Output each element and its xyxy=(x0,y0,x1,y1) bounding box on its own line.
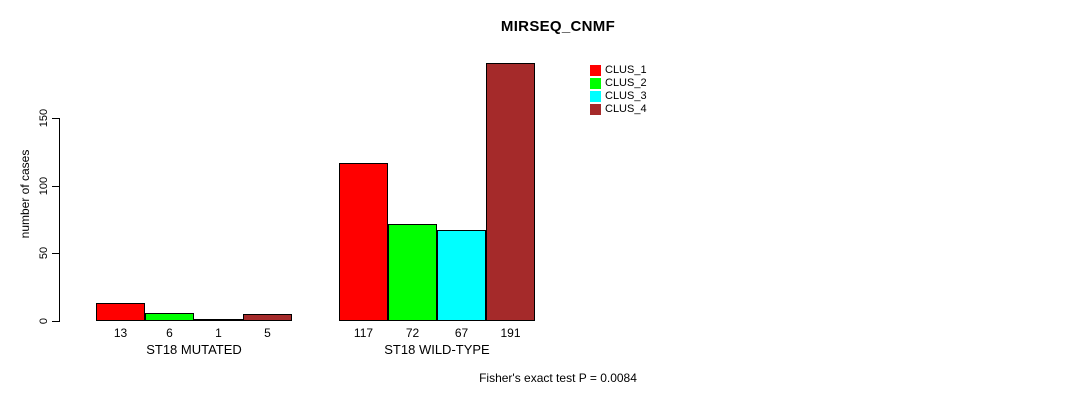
y-tick xyxy=(52,186,59,187)
bar-clus_1 xyxy=(339,163,388,321)
y-tick-label: 100 xyxy=(38,176,50,196)
legend-swatch xyxy=(590,104,601,115)
bar-value-label: 6 xyxy=(166,326,173,340)
y-axis-label: number of cases xyxy=(18,149,32,239)
bar-clus_2 xyxy=(388,224,437,321)
bar-value-label: 1 xyxy=(215,326,222,340)
bar-value-label: 191 xyxy=(500,326,521,340)
bar-clus_1 xyxy=(96,303,145,321)
y-tick xyxy=(52,321,59,322)
legend-label: CLUS_3 xyxy=(605,90,647,102)
bar-value-label: 117 xyxy=(353,326,374,340)
stat-note: Fisher's exact test P = 0.0084 xyxy=(479,371,637,385)
chart-title: MIRSEQ_CNMF xyxy=(500,18,616,35)
bar-clus_3 xyxy=(437,230,486,321)
bar-value-label: 67 xyxy=(454,326,469,340)
y-axis-line xyxy=(59,118,60,322)
legend-swatch xyxy=(590,65,601,76)
bar-value-label: 5 xyxy=(264,326,271,340)
y-tick-label: 50 xyxy=(38,246,50,260)
bar-clus_3 xyxy=(194,319,243,321)
y-tick-label: 0 xyxy=(38,317,50,325)
legend-swatch xyxy=(590,78,601,89)
category-label: ST18 MUTATED xyxy=(146,342,242,357)
legend-label: CLUS_4 xyxy=(605,103,647,115)
y-tick xyxy=(52,118,59,119)
bar-value-label: 13 xyxy=(113,326,128,340)
legend-label: CLUS_1 xyxy=(605,64,647,76)
bar-clus_2 xyxy=(145,313,194,321)
bar-value-label: 72 xyxy=(405,326,420,340)
legend-swatch xyxy=(590,91,601,102)
y-tick-label: 150 xyxy=(38,108,50,128)
y-tick xyxy=(52,253,59,254)
legend-label: CLUS_2 xyxy=(605,77,647,89)
bar-clus_4 xyxy=(243,314,292,321)
category-label: ST18 WILD-TYPE xyxy=(384,342,490,357)
bar-clus_4 xyxy=(486,63,535,321)
